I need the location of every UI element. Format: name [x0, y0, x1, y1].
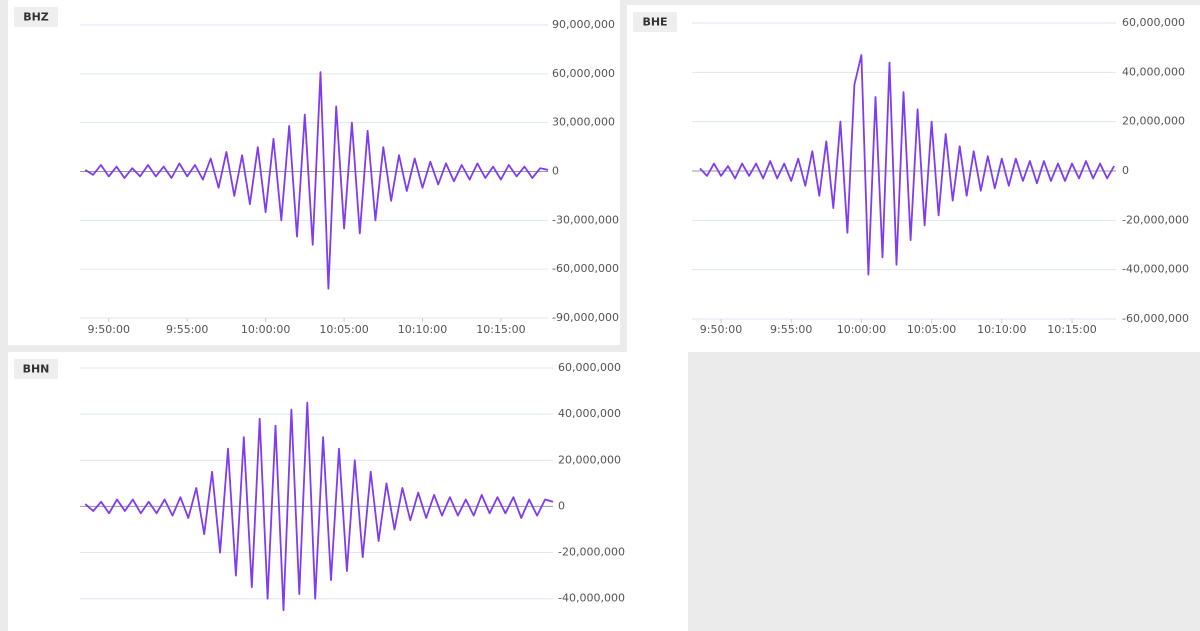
y-tick-label: 0: [552, 165, 559, 178]
x-tick-label: 9:50:00: [700, 323, 742, 336]
y-tick-label: -60,000,000: [552, 262, 619, 275]
x-tick-label: 9:55:00: [770, 323, 812, 336]
panel: [8, 352, 688, 631]
x-tick-label: 10:15:00: [1047, 323, 1096, 336]
waveform: [84, 71, 549, 290]
y-tick-label: 60,000,000: [558, 361, 621, 374]
x-tick-label: 9:50:00: [88, 323, 130, 336]
y-tick-label: 20,000,000: [1122, 115, 1185, 128]
panel: [8, 0, 620, 345]
x-tick-label: 10:00:00: [837, 323, 886, 336]
channel-badge: [633, 12, 677, 32]
x-tick-label: 9:55:00: [166, 323, 208, 336]
x-tick-label: 10:15:00: [476, 323, 525, 336]
chart-panel: [8, 0, 620, 345]
y-tick-label: 60,000,000: [552, 67, 615, 80]
y-tick-label: -40,000,000: [558, 592, 625, 605]
waveform: [84, 401, 554, 612]
x-tick-label: 10:05:00: [319, 323, 368, 336]
channel-badge: [14, 7, 58, 27]
y-tick-label: -30,000,000: [552, 213, 619, 226]
y-tick-label: 90,000,000: [552, 18, 615, 31]
y-tick-label: -20,000,000: [558, 546, 625, 559]
chart-title: BHZ: [23, 11, 49, 24]
channel-badge: [14, 359, 58, 379]
chart-title: BHE: [642, 16, 667, 29]
y-tick-label: 0: [558, 499, 565, 512]
chart-panel: [8, 352, 688, 631]
waveform: [699, 54, 1115, 276]
x-tick-label: 10:05:00: [907, 323, 956, 336]
y-tick-label: -40,000,000: [1122, 263, 1189, 276]
y-tick-label: 40,000,000: [558, 407, 621, 420]
y-tick-label: -20,000,000: [1122, 213, 1189, 226]
x-tick-label: 10:00:00: [241, 323, 290, 336]
y-tick-label: 40,000,000: [1122, 65, 1185, 78]
y-tick-label: 60,000,000: [1122, 16, 1185, 29]
y-tick-label: 30,000,000: [552, 116, 615, 129]
y-tick-label: 20,000,000: [558, 453, 621, 466]
y-tick-label: -60,000,000: [1122, 312, 1189, 325]
x-tick-label: 10:10:00: [398, 323, 447, 336]
y-tick-label: -90,000,000: [552, 311, 619, 324]
x-tick-label: 10:10:00: [977, 323, 1026, 336]
y-tick-label: 0: [1122, 164, 1129, 177]
chart-title: BHN: [23, 363, 50, 376]
